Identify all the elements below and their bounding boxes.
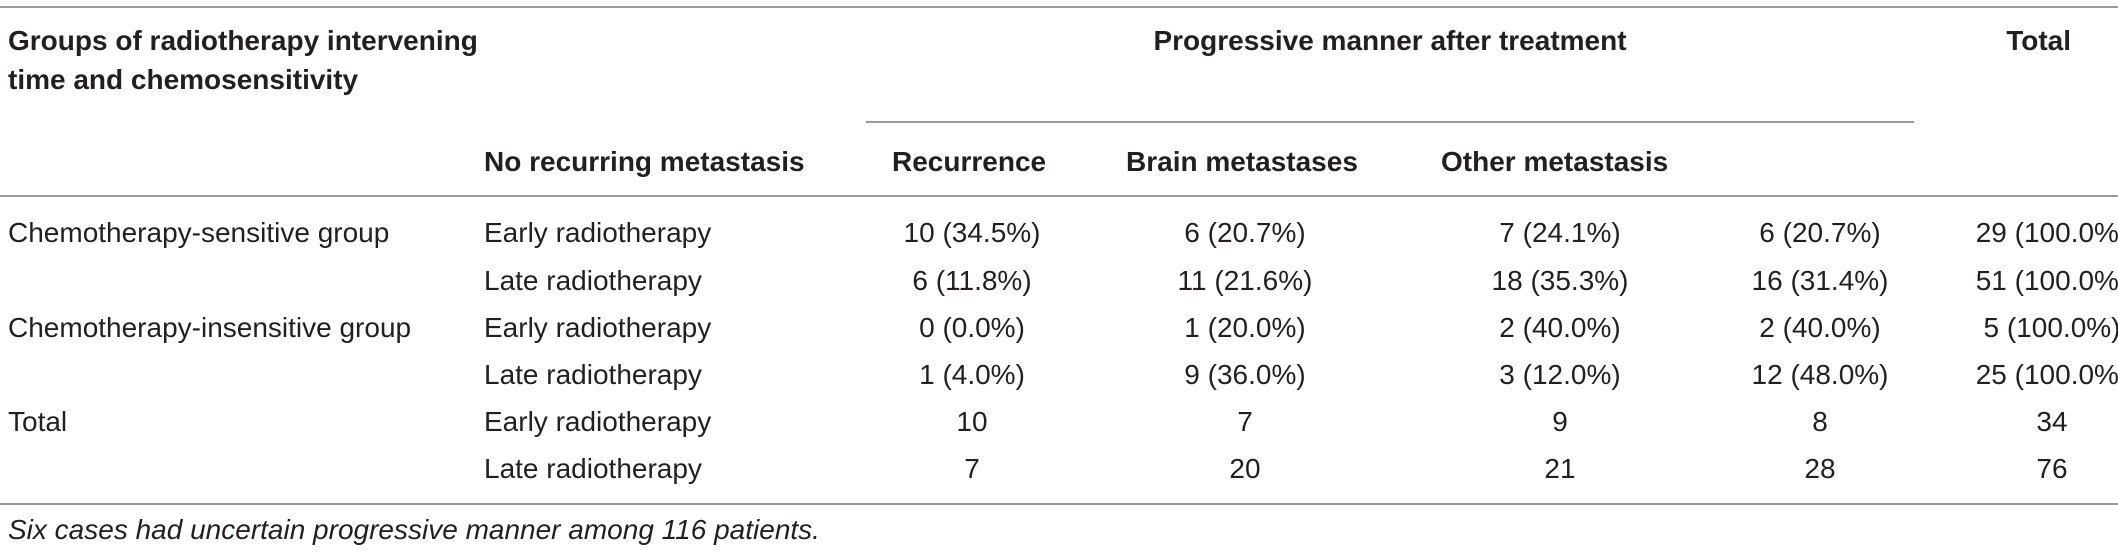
cell-other-metastasis: 6 (20.7%): [1759, 217, 1881, 248]
header-bottom-rule: [0, 195, 2118, 197]
row-timing-label: Early radiotherapy: [484, 406, 712, 437]
cell-total: 76: [2036, 453, 2068, 484]
cell-brain-metastases: 18 (35.3%): [1491, 265, 1629, 296]
cell-no-recurring: 0 (0.0%): [919, 312, 1025, 343]
cell-other-metastasis: 16 (31.4%): [1751, 265, 1889, 296]
cell-no-recurring: 10: [956, 406, 988, 437]
span-rule: [866, 121, 1914, 123]
cell-total: 34: [2036, 406, 2068, 437]
header-progressive-manner: Progressive manner after treatment: [1153, 25, 1627, 56]
cell-no-recurring: 10 (34.5%): [903, 217, 1041, 248]
cell-recurrence: 1 (20.0%): [1184, 312, 1306, 343]
row-timing-label: Late radiotherapy: [484, 453, 702, 484]
cell-other-metastasis: 28: [1804, 453, 1836, 484]
cell-recurrence: 9 (36.0%): [1184, 359, 1306, 390]
row-timing-label: Early radiotherapy: [484, 312, 712, 343]
cell-other-metastasis: 8: [1812, 406, 1828, 437]
cell-recurrence: 20: [1229, 453, 1261, 484]
row-timing-label: Early radiotherapy: [484, 217, 712, 248]
row-group-label: Chemotherapy-sensitive group: [8, 217, 390, 248]
cell-total: 29 (100.0%): [1975, 217, 2118, 248]
cell-brain-metastases: 9: [1552, 406, 1568, 437]
row-group-label: Total: [8, 406, 68, 437]
cell-total: 51 (100.0%): [1975, 265, 2118, 296]
cell-recurrence: 11 (21.6%): [1177, 265, 1313, 296]
header-group-column-line2: time and chemosensitivity: [8, 64, 359, 95]
header-total: Total: [2006, 25, 2071, 56]
header-no-recurring-metastasis: No recurring metastasis: [484, 146, 805, 177]
cell-no-recurring: 7: [964, 453, 980, 484]
row-timing-label: Late radiotherapy: [484, 265, 702, 296]
cell-other-metastasis: 2 (40.0%): [1759, 312, 1881, 343]
cell-brain-metastases: 7 (24.1%): [1499, 217, 1621, 248]
row-timing-label: Late radiotherapy: [484, 359, 702, 390]
cell-other-metastasis: 12 (48.0%): [1751, 359, 1889, 390]
top-rule: [0, 6, 2118, 8]
header-recurrence: Recurrence: [892, 146, 1047, 177]
bottom-rule: [0, 503, 2118, 505]
cell-brain-metastases: 21: [1544, 453, 1576, 484]
table-footnote: Six cases had uncertain progressive mann…: [8, 514, 820, 545]
cell-recurrence: 6 (20.7%): [1184, 217, 1306, 248]
cell-no-recurring: 1 (4.0%): [919, 359, 1025, 390]
cell-brain-metastases: 2 (40.0%): [1499, 312, 1621, 343]
header-brain-metastases: Brain metastases: [1126, 146, 1358, 177]
row-group-label: Chemotherapy-insensitive group: [8, 312, 412, 343]
header-other-metastasis: Other metastasis: [1441, 146, 1669, 177]
cell-total: 5 (100.0%): [1983, 312, 2118, 343]
cell-brain-metastases: 3 (12.0%): [1499, 359, 1621, 390]
header-group-column-line1: Groups of radiotherapy intervening: [8, 25, 478, 56]
cell-total: 25 (100.0%): [1975, 359, 2118, 390]
cell-no-recurring: 6 (11.8%): [912, 265, 1032, 296]
cell-recurrence: 7: [1237, 406, 1253, 437]
